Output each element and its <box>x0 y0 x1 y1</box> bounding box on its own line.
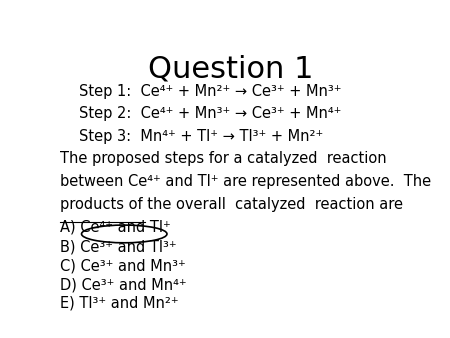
Text: Step 3:  Mn⁴⁺ + Tl⁺ → Tl³⁺ + Mn²⁺: Step 3: Mn⁴⁺ + Tl⁺ → Tl³⁺ + Mn²⁺ <box>79 129 323 144</box>
Text: Question 1: Question 1 <box>148 55 313 84</box>
Text: E) Tl³⁺ and Mn²⁺: E) Tl³⁺ and Mn²⁺ <box>60 295 178 310</box>
Text: C) Ce³⁺ and Mn³⁺: C) Ce³⁺ and Mn³⁺ <box>60 259 185 274</box>
Text: The proposed steps for a catalyzed  reaction: The proposed steps for a catalyzed react… <box>60 151 387 166</box>
Text: A) Ce⁴⁺ and Tl⁺: A) Ce⁴⁺ and Tl⁺ <box>60 219 171 234</box>
Text: B) Ce³⁺ and Tl³⁺: B) Ce³⁺ and Tl³⁺ <box>60 239 176 254</box>
Text: Step 2:  Ce⁴⁺ + Mn³⁺ → Ce³⁺ + Mn⁴⁺: Step 2: Ce⁴⁺ + Mn³⁺ → Ce³⁺ + Mn⁴⁺ <box>79 106 341 121</box>
Text: D) Ce³⁺ and Mn⁴⁺: D) Ce³⁺ and Mn⁴⁺ <box>60 277 186 292</box>
Text: products of the overall  catalyzed  reaction are: products of the overall catalyzed reacti… <box>60 197 403 212</box>
Text: between Ce⁴⁺ and Tl⁺ are represented above.  The: between Ce⁴⁺ and Tl⁺ are represented abo… <box>60 174 431 189</box>
Text: Step 1:  Ce⁴⁺ + Mn²⁺ → Ce³⁺ + Mn³⁺: Step 1: Ce⁴⁺ + Mn²⁺ → Ce³⁺ + Mn³⁺ <box>79 83 342 98</box>
